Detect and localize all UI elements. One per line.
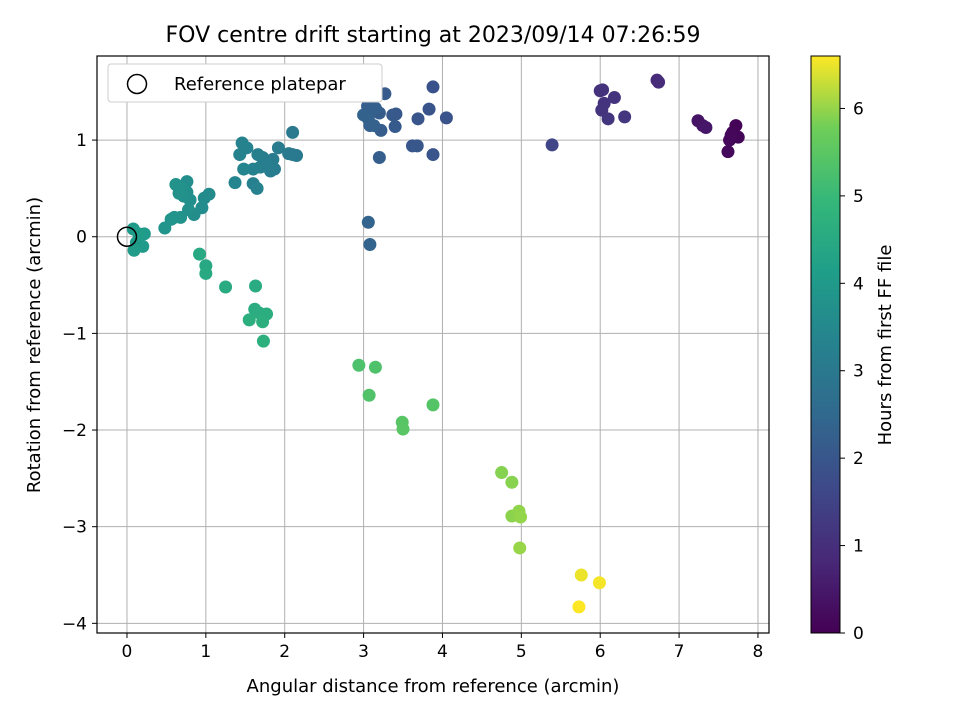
data-point <box>505 475 519 489</box>
data-point <box>249 279 263 293</box>
x-tick-label: 8 <box>753 642 764 662</box>
data-point <box>411 112 425 126</box>
data-point <box>256 334 270 348</box>
data-point <box>256 315 270 329</box>
data-point <box>601 112 615 126</box>
x-tick-label: 0 <box>122 642 133 662</box>
x-axis-label: Angular distance from reference (arcmin) <box>247 676 620 697</box>
data-point <box>618 110 632 124</box>
data-points <box>116 73 745 614</box>
data-point <box>439 111 453 125</box>
data-point <box>652 75 666 89</box>
data-point <box>242 313 256 327</box>
colorbar-tick-label: 4 <box>853 274 864 294</box>
data-point <box>426 398 440 412</box>
colorbar-tick-label: 6 <box>853 99 864 119</box>
reference-platepar-marker <box>116 226 138 247</box>
data-point <box>410 139 424 153</box>
x-tick-label: 6 <box>595 642 606 662</box>
x-tick-label: 2 <box>279 642 290 662</box>
data-point <box>246 162 260 176</box>
colorbar-tick-label: 3 <box>853 362 864 382</box>
data-point <box>396 422 410 436</box>
y-tick-label: 0 <box>76 228 87 248</box>
data-point <box>426 80 440 94</box>
data-point <box>572 600 586 614</box>
data-point <box>368 101 382 115</box>
plot-frame <box>96 55 770 634</box>
y-axis-ticks: −4 −3 −2 −1 0 1 <box>62 131 97 634</box>
data-point <box>426 148 440 162</box>
data-point <box>596 83 610 97</box>
colorbar-label: Hours from first FF file <box>875 245 896 446</box>
data-point <box>422 102 436 116</box>
plot-background <box>97 56 769 633</box>
data-point <box>250 181 264 195</box>
x-tick-label: 1 <box>200 642 211 662</box>
x-tick-label: 5 <box>516 642 527 662</box>
y-tick-label: −1 <box>62 324 87 344</box>
data-point <box>513 541 527 555</box>
data-point <box>127 243 141 257</box>
data-point <box>251 148 265 162</box>
data-point <box>264 164 278 178</box>
data-point <box>237 162 251 176</box>
data-point <box>361 112 375 126</box>
data-point <box>361 215 375 229</box>
colorbar-gradient <box>810 55 841 634</box>
data-point <box>158 221 172 235</box>
data-point <box>362 388 376 402</box>
data-point <box>545 138 559 152</box>
data-point <box>132 227 146 241</box>
colorbar-tick-label: 5 <box>853 187 864 207</box>
data-point <box>235 136 249 150</box>
legend: Reference platepar <box>107 63 383 103</box>
colorbar-tick-label: 1 <box>853 537 864 557</box>
data-point <box>228 176 242 190</box>
y-tick-label: −3 <box>62 518 87 538</box>
data-point <box>172 186 186 200</box>
data-point <box>368 360 382 374</box>
data-point <box>388 120 402 134</box>
data-point <box>193 247 207 261</box>
data-point <box>199 266 213 280</box>
data-point <box>721 145 735 159</box>
x-tick-label: 3 <box>358 642 369 662</box>
data-point <box>372 150 386 164</box>
data-point <box>282 147 296 161</box>
data-point <box>352 358 366 372</box>
colorbar-tick-label: 0 <box>853 624 864 644</box>
x-tick-label: 7 <box>674 642 685 662</box>
y-axis-label: Rotation from reference (arcmin) <box>24 197 45 493</box>
data-point <box>607 91 621 105</box>
grid-lines <box>97 56 769 633</box>
data-point <box>699 121 713 135</box>
x-axis-ticks: 0 1 2 3 4 5 6 7 8 <box>122 633 764 662</box>
data-point <box>592 576 606 590</box>
colorbar: 0 1 2 3 4 5 6 Hours from first FF file <box>810 55 896 644</box>
colorbar-tick-label: 2 <box>853 449 864 469</box>
colorbar-ticks: 0 1 2 3 4 5 6 <box>840 99 864 644</box>
legend-label-reference: Reference platepar <box>174 74 346 95</box>
data-point <box>271 141 285 155</box>
data-point <box>574 568 588 582</box>
y-tick-label: 1 <box>76 131 87 151</box>
data-point <box>386 108 400 122</box>
y-tick-label: −2 <box>62 421 87 441</box>
data-point <box>514 510 528 524</box>
y-tick-label: −4 <box>62 614 87 634</box>
data-point <box>233 148 247 162</box>
data-point <box>363 237 377 251</box>
chart-title: FOV centre drift starting at 2023/09/14 … <box>166 23 701 48</box>
data-point <box>495 466 509 480</box>
legend-box <box>107 63 383 103</box>
legend-marker-reference <box>126 73 148 95</box>
data-point <box>219 280 233 294</box>
data-point <box>723 133 737 147</box>
data-point <box>286 125 300 139</box>
x-tick-label: 4 <box>437 642 448 662</box>
